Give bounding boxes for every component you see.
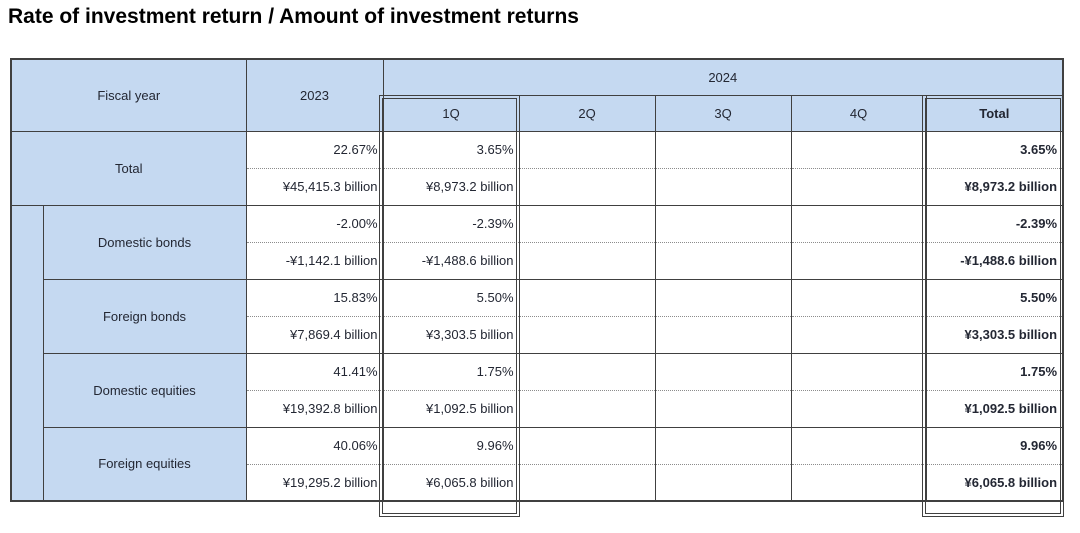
table-row-domestic-bonds-amount: -¥1,142.1 billion -¥1,488.6 billion -¥1,… (11, 242, 1064, 280)
header-total: Total (925, 94, 1064, 132)
cell-domestic-equities-2023-amount: ¥19,392.8 billion (245, 390, 384, 428)
table-row-foreign-equities-rate: Foreign equities 40.06% 9.96% 9.96% (11, 426, 1064, 502)
cell-domestic-bonds-2023-amount: -¥1,142.1 billion (245, 242, 384, 280)
page-title: Rate of investment return / Amount of in… (8, 5, 579, 28)
cell-total-1q-amount: ¥8,973.2 billion (382, 168, 520, 206)
cell-domestic-bonds-2023-rate: -2.00% (245, 204, 384, 243)
cell-domestic-equities-2q-rate (518, 352, 656, 391)
cell-domestic-equities-2023-rate: 41.41% (245, 352, 384, 391)
cell-domestic-bonds-3q-amount (654, 242, 792, 280)
cell-domestic-bonds-1q-amount: -¥1,488.6 billion (382, 242, 520, 280)
cell-domestic-equities-3q-rate (654, 352, 792, 391)
table-row-total-rate: Total 22.67% 3.65% 3.65% (10, 130, 1064, 206)
cell-domestic-bonds-2q-amount (518, 242, 656, 280)
table-row-foreign-bonds-amount: ¥7,869.4 billion ¥3,303.5 billion ¥3,303… (11, 316, 1064, 354)
cell-total-2q-amount (518, 168, 656, 206)
table-row-foreign-bonds-rate: Foreign bonds 15.83% 5.50% 5.50% (11, 278, 1064, 354)
cell-total-3q-rate (654, 130, 792, 169)
cell-foreign-bonds-2023-rate: 15.83% (245, 278, 384, 317)
cell-foreign-equities-3q-amount (654, 464, 792, 502)
header-2q: 2Q (518, 94, 656, 132)
table-row-domestic-equities-rate: Domestic equities 41.41% 1.75% 1.75% (11, 352, 1064, 428)
cell-domestic-bonds-total-rate: -2.39% (925, 204, 1064, 243)
cell-domestic-equities-total-rate: 1.75% (925, 352, 1064, 391)
header-3q: 3Q (654, 94, 792, 132)
table-row-total-amount: ¥45,415.3 billion ¥8,973.2 billion ¥8,97… (11, 168, 1064, 206)
table-row-domestic-equities-amount: ¥19,392.8 billion ¥1,092.5 billion ¥1,09… (11, 390, 1064, 428)
cell-foreign-equities-1q-rate: 9.96% (382, 426, 520, 465)
subcategory-indent-strip (10, 204, 44, 502)
row-label-domestic-bonds: Domestic bonds (42, 204, 247, 280)
cell-foreign-bonds-1q-rate: 5.50% (382, 278, 520, 317)
cell-domestic-equities-3q-amount (654, 390, 792, 428)
cell-foreign-equities-1q-amount: ¥6,065.8 billion (382, 464, 520, 502)
page: Rate of investment return / Amount of in… (0, 4, 1080, 517)
header-2024: 2024 (382, 58, 1064, 96)
header-4q: 4Q (790, 94, 927, 132)
cell-total-4q-rate (790, 130, 927, 169)
cell-domestic-equities-total-amount: ¥1,092.5 billion (925, 390, 1064, 428)
cell-foreign-bonds-3q-amount (654, 316, 792, 354)
cell-foreign-bonds-2q-amount (518, 316, 656, 354)
header-fiscal-year: Fiscal year (10, 58, 247, 132)
cell-foreign-equities-total-rate: 9.96% (925, 426, 1064, 465)
cell-domestic-bonds-4q-rate (790, 204, 927, 243)
cell-foreign-equities-total-amount: ¥6,065.8 billion (925, 464, 1064, 502)
cell-foreign-bonds-1q-amount: ¥3,303.5 billion (382, 316, 520, 354)
cell-total-1q-rate: 3.65% (382, 130, 520, 169)
cell-foreign-equities-2q-rate (518, 426, 656, 465)
table-row-domestic-bonds-rate: Domestic bonds -2.00% -2.39% -2.39% (10, 204, 1064, 502)
cell-foreign-bonds-4q-amount (790, 316, 927, 354)
cell-domestic-equities-1q-rate: 1.75% (382, 352, 520, 391)
cell-total-3q-amount (654, 168, 792, 206)
cell-foreign-equities-2q-amount (518, 464, 656, 502)
header-1q: 1Q (382, 94, 520, 132)
cell-foreign-bonds-2023-amount: ¥7,869.4 billion (245, 316, 384, 354)
header-2023: 2023 (245, 58, 384, 132)
cell-domestic-equities-4q-rate (790, 352, 927, 391)
cell-total-total-amount: ¥8,973.2 billion (925, 168, 1064, 206)
row-label-total: Total (10, 130, 247, 206)
header-row-year: Fiscal year 2023 2024 (10, 58, 1064, 132)
cell-domestic-equities-2q-amount (518, 390, 656, 428)
cell-domestic-equities-4q-amount (790, 390, 927, 428)
cell-foreign-equities-2023-amount: ¥19,295.2 billion (245, 464, 384, 502)
row-label-foreign-equities: Foreign equities (42, 426, 247, 502)
cell-foreign-bonds-2q-rate (518, 278, 656, 317)
cell-foreign-bonds-total-amount: ¥3,303.5 billion (925, 316, 1064, 354)
row-label-foreign-bonds: Foreign bonds (42, 278, 247, 354)
cell-domestic-bonds-3q-rate (654, 204, 792, 243)
cell-total-4q-amount (790, 168, 927, 206)
cell-foreign-bonds-3q-rate (654, 278, 792, 317)
table-row-foreign-equities-amount: ¥19,295.2 billion ¥6,065.8 billion ¥6,06… (11, 464, 1064, 502)
cell-foreign-equities-3q-rate (654, 426, 792, 465)
investment-table-wrapper: Fiscal year 2023 2024 1Q 2Q 3Q 4Q Total … (10, 58, 1065, 517)
cell-foreign-bonds-total-rate: 5.50% (925, 278, 1064, 317)
cell-foreign-equities-4q-rate (790, 426, 927, 465)
cell-foreign-equities-4q-amount (790, 464, 927, 502)
cell-domestic-bonds-total-amount: -¥1,488.6 billion (925, 242, 1064, 280)
investment-table: Fiscal year 2023 2024 1Q 2Q 3Q 4Q Total … (10, 58, 1065, 502)
cell-domestic-bonds-4q-amount (790, 242, 927, 280)
cell-total-total-rate: 3.65% (925, 130, 1064, 169)
row-label-domestic-equities: Domestic equities (42, 352, 247, 428)
cell-foreign-equities-2023-rate: 40.06% (245, 426, 384, 465)
cell-total-2023-rate: 22.67% (245, 130, 384, 169)
cell-total-2023-amount: ¥45,415.3 billion (245, 168, 384, 206)
cell-domestic-bonds-1q-rate: -2.39% (382, 204, 520, 243)
cell-total-2q-rate (518, 130, 656, 169)
header-row-quarters: 1Q 2Q 3Q 4Q Total (11, 94, 1064, 132)
cell-domestic-equities-1q-amount: ¥1,092.5 billion (382, 390, 520, 428)
cell-foreign-bonds-4q-rate (790, 278, 927, 317)
cell-domestic-bonds-2q-rate (518, 204, 656, 243)
